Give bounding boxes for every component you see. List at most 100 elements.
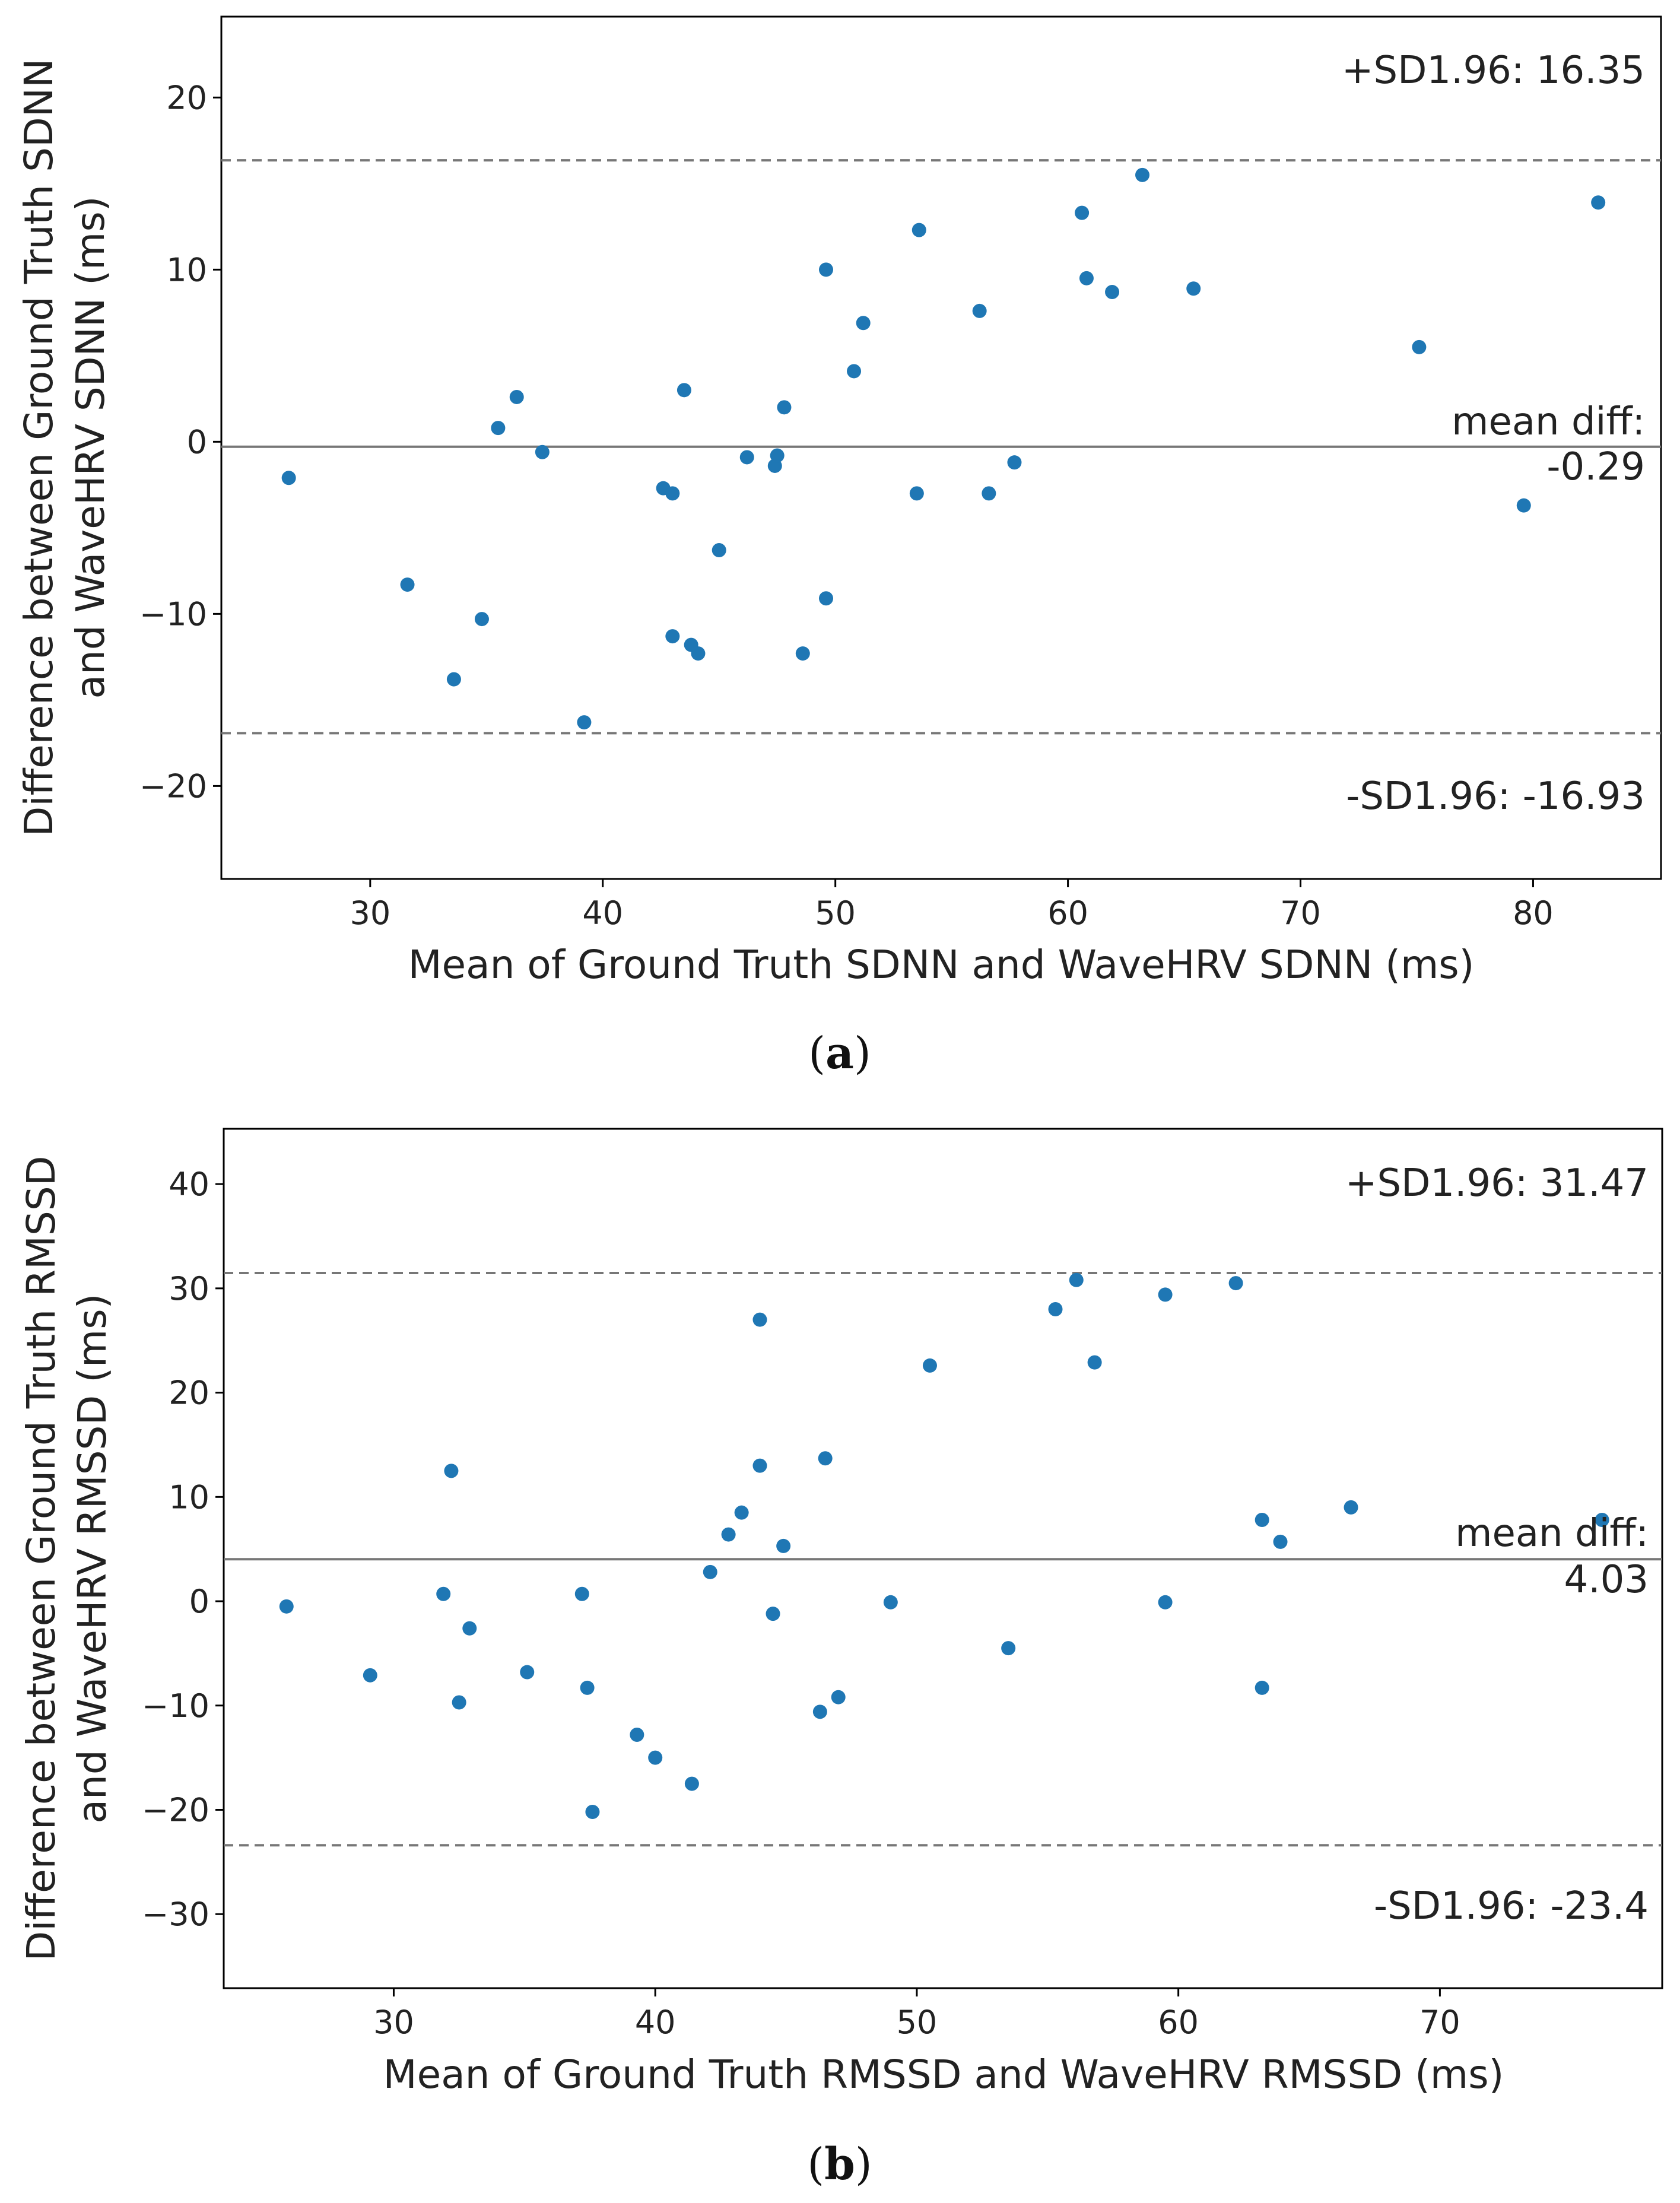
- data-point: [739, 450, 754, 465]
- panel-caption: (a): [808, 1028, 871, 1079]
- panel-b-chart: −30 −20 −10 0 10 20 30 40 30 40 50 60 70 +SD1.96: 3…: [18, 1128, 1663, 2190]
- data-point: [444, 1464, 459, 1478]
- lower-loa-label: -SD1.96: -23.4: [1374, 1884, 1649, 1928]
- data-point: [436, 1586, 451, 1601]
- data-point: [703, 1564, 717, 1579]
- data-point: [1105, 285, 1120, 300]
- data-point: [1255, 1512, 1269, 1527]
- data-point: [1001, 1641, 1016, 1656]
- data-point: [1007, 455, 1022, 470]
- x-tick-label: 70: [1280, 894, 1321, 932]
- x-tick-label: 50: [815, 894, 856, 932]
- x-tick-label: 80: [1513, 894, 1554, 932]
- data-point: [462, 1621, 477, 1636]
- data-point: [1273, 1534, 1288, 1549]
- data-point: [1591, 195, 1606, 210]
- data-point: [574, 1586, 589, 1601]
- data-point: [734, 1505, 749, 1520]
- data-point: [665, 629, 680, 644]
- data-point: [818, 262, 833, 277]
- data-point: [491, 421, 506, 436]
- data-point: [1344, 1500, 1358, 1515]
- data-point: [691, 646, 706, 661]
- data-point: [912, 223, 926, 237]
- mean-diff-value: -0.29: [1546, 445, 1645, 489]
- data-point: [474, 612, 489, 627]
- data-point: [1079, 271, 1094, 285]
- x-tick-label: 30: [373, 2004, 414, 2041]
- mean-diff-value: 4.03: [1564, 1558, 1649, 1602]
- y-tick-label: −10: [142, 1687, 209, 1725]
- data-point: [1516, 498, 1531, 513]
- data-point: [1158, 1595, 1173, 1610]
- scatter-points: [279, 1272, 1609, 1820]
- x-tick-label: 40: [635, 2004, 676, 2041]
- y-tick-label: 20: [169, 1375, 209, 1412]
- x-tick-label: 30: [350, 894, 390, 932]
- lower-loa-label: -SD1.96: -16.93: [1346, 774, 1645, 818]
- x-axis-ticks: 30 40 50 60 70: [373, 1988, 1460, 2041]
- y-tick-label: −30: [142, 1896, 209, 1933]
- x-axis-label: Mean of Ground Truth SDNN and WaveHRV SD…: [408, 942, 1475, 988]
- data-point: [577, 715, 592, 730]
- y-axis-label-line1: Difference between Ground Truth RMSSD: [18, 1156, 64, 1961]
- panel-caption: (b): [807, 2139, 872, 2190]
- x-axis-ticks: 30 40 50 60 70 80: [350, 879, 1554, 932]
- panel-caption-letter: a: [825, 1028, 854, 1079]
- y-tick-label: 0: [187, 423, 207, 461]
- data-point: [1228, 1276, 1243, 1291]
- data-point: [665, 486, 680, 501]
- data-point: [752, 1458, 767, 1473]
- y-tick-label: 10: [166, 251, 207, 288]
- data-point: [922, 1358, 937, 1373]
- data-point: [1158, 1287, 1173, 1302]
- data-point: [1075, 205, 1090, 220]
- data-point: [281, 471, 296, 485]
- data-point: [1087, 1355, 1102, 1370]
- data-point: [795, 646, 810, 661]
- data-point: [363, 1668, 377, 1683]
- x-tick-label: 60: [1047, 894, 1088, 932]
- data-point: [580, 1680, 595, 1695]
- y-axis-label-line1: Difference between Ground Truth SDNN: [16, 58, 62, 836]
- data-point: [400, 577, 415, 592]
- data-point: [677, 383, 691, 398]
- data-point: [721, 1527, 736, 1542]
- data-point: [1412, 339, 1427, 354]
- y-axis-label: Difference between Ground Truth RMSSD an…: [18, 1156, 115, 1961]
- y-tick-label: −20: [142, 1792, 209, 1829]
- y-axis-ticks: −20 −10 0 10 20: [139, 79, 221, 805]
- y-axis-label-line2: and WaveHRV SDNN (ms): [68, 196, 113, 699]
- data-point: [509, 389, 524, 404]
- data-point: [1255, 1680, 1269, 1695]
- panel-caption-letter: b: [824, 2139, 855, 2190]
- data-point: [452, 1695, 466, 1710]
- mean-diff-label: mean diff:: [1455, 1512, 1649, 1556]
- y-tick-label: 10: [169, 1478, 209, 1516]
- data-point: [812, 1704, 827, 1719]
- x-tick-label: 50: [897, 2004, 938, 2041]
- y-axis-ticks: −30 −20 −10 0 10 20 30 40: [142, 1166, 224, 1933]
- data-point: [279, 1599, 294, 1614]
- data-point: [856, 316, 871, 331]
- data-point: [648, 1750, 663, 1765]
- data-point: [752, 1312, 767, 1327]
- y-tick-label: 30: [169, 1270, 209, 1307]
- mean-diff-label: mean diff:: [1452, 400, 1645, 444]
- data-point: [831, 1690, 846, 1704]
- y-tick-label: −20: [139, 767, 207, 805]
- y-tick-label: −10: [139, 595, 207, 633]
- data-point: [982, 486, 996, 501]
- data-point: [520, 1665, 535, 1680]
- data-point: [446, 672, 461, 687]
- data-point: [847, 364, 862, 379]
- x-tick-label: 60: [1158, 2004, 1199, 2041]
- data-point: [684, 1776, 699, 1791]
- y-tick-label: 40: [169, 1166, 209, 1203]
- data-point: [776, 1538, 791, 1553]
- data-point: [909, 486, 924, 501]
- data-point: [1186, 281, 1201, 296]
- y-tick-label: 0: [189, 1583, 209, 1620]
